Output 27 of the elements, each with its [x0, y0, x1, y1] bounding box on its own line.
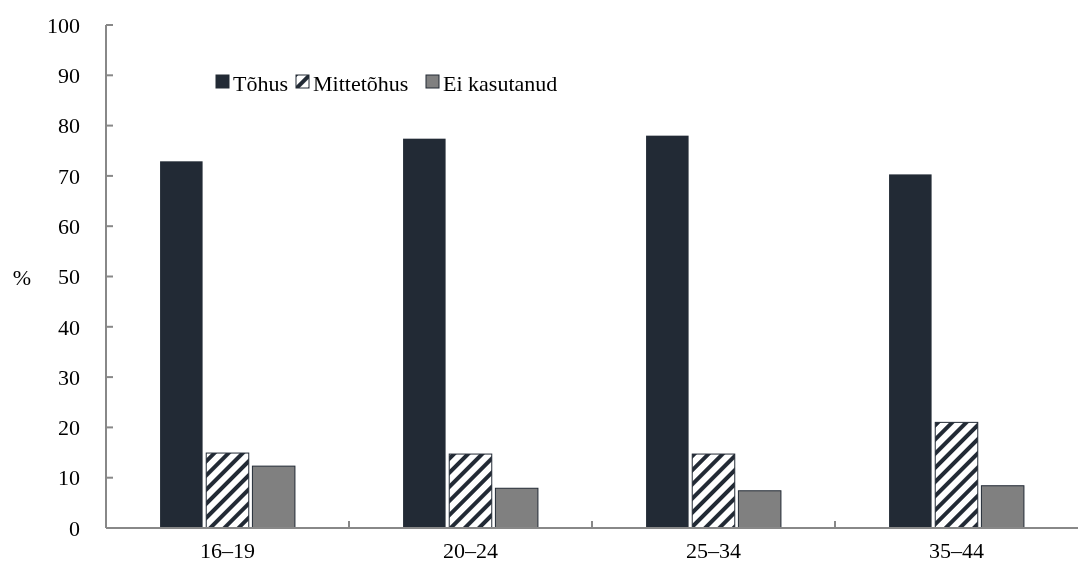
bar	[934, 421, 979, 529]
x-tick-label: 16–19	[200, 538, 255, 563]
bar	[205, 452, 250, 529]
legend-label: Ei kasutanud	[443, 70, 558, 96]
y-tick-label: 40	[58, 314, 80, 340]
y-tick-label: 0	[69, 515, 80, 541]
y-tick-label: 60	[58, 213, 80, 239]
y-tick-label: 30	[58, 364, 80, 390]
y-tick-label: 20	[58, 415, 80, 441]
x-tick-label: 25–34	[686, 538, 741, 563]
x-tick-label: 35–44	[929, 538, 984, 563]
bar	[403, 138, 446, 528]
bar	[160, 161, 203, 528]
y-tick-label: 70	[58, 163, 80, 189]
legend-label: Tõhus	[233, 70, 288, 96]
y-tick-label: 80	[58, 113, 80, 139]
bar	[646, 135, 689, 528]
x-tick-label: 20–24	[443, 538, 498, 563]
bar	[448, 453, 493, 529]
bar	[691, 453, 736, 529]
legend-label: Mittetõhus	[313, 70, 409, 96]
y-tick-label: 50	[58, 264, 80, 290]
y-tick-label: 100	[47, 12, 80, 38]
y-tick-label: 90	[58, 63, 80, 88]
bar	[889, 174, 932, 528]
y-axis-title: %	[12, 264, 32, 290]
y-tick-label: 10	[58, 465, 80, 491]
